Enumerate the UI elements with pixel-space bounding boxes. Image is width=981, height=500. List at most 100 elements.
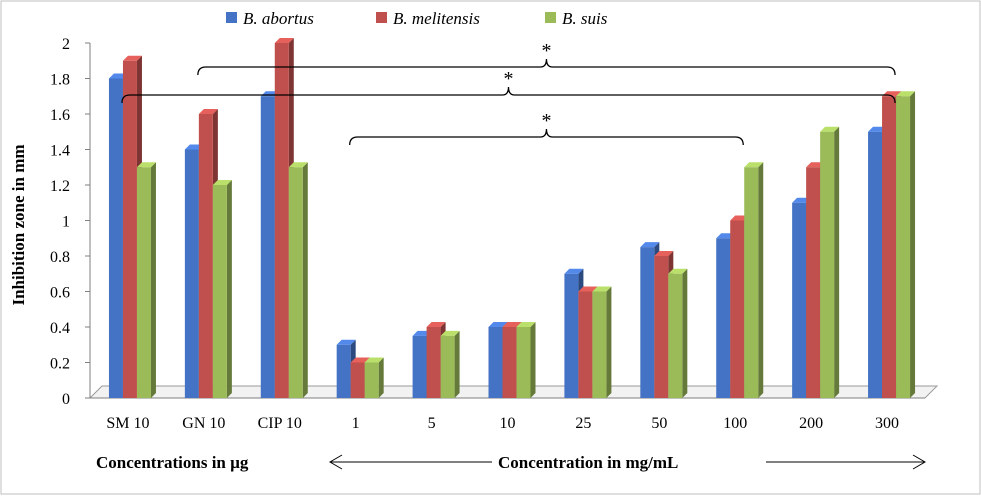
bar-side	[378, 357, 384, 398]
bar-top	[820, 126, 840, 132]
x-tick-label: CIP 10	[258, 415, 302, 432]
bar-top	[502, 322, 522, 327]
bracket-line	[197, 58, 896, 76]
bar-top	[668, 268, 688, 274]
x-tick-label: 50	[651, 415, 667, 432]
legend-label: B. melitensis	[393, 9, 480, 28]
y-tick-label: 0	[62, 391, 70, 408]
bar-front	[578, 291, 593, 398]
bar-top	[122, 55, 142, 61]
bar-top	[288, 162, 308, 168]
bar	[820, 126, 840, 398]
bar-top	[212, 180, 232, 185]
legend-swatch	[376, 12, 387, 23]
y-tick-label: 0.2	[50, 356, 70, 373]
bar-front	[350, 362, 365, 398]
bar	[364, 357, 384, 398]
bar-top	[364, 357, 384, 363]
bar-top	[488, 322, 508, 327]
bar-front	[364, 362, 379, 398]
y-tick-label: 1.6	[50, 107, 70, 124]
bar	[440, 330, 460, 398]
bars	[108, 38, 916, 398]
bar-top	[136, 162, 156, 168]
y-axis-label: Inhibition zone in mm	[9, 144, 28, 305]
bar-side	[910, 91, 916, 398]
x-tick-label: 200	[799, 415, 823, 432]
legend-label: B. abortus	[243, 9, 314, 28]
bar-front	[744, 167, 759, 398]
bar-front	[806, 167, 821, 398]
y-tick-label: 0.8	[50, 249, 70, 266]
bar-top	[592, 286, 612, 292]
x-tick-label: 25	[575, 415, 591, 432]
x-tick-label: GN 10	[182, 415, 225, 432]
bar	[136, 162, 156, 398]
bar	[516, 322, 536, 398]
y-tick-label: 2	[62, 36, 70, 53]
legend: B. abortus B. melitensis B. suis	[226, 9, 608, 28]
bar	[744, 162, 764, 398]
y-tick-label: 1	[62, 214, 70, 231]
bar-top	[654, 251, 674, 256]
bracket-line	[121, 86, 896, 104]
x-tick-label: 100	[723, 415, 747, 432]
x-tick-label: 10	[500, 415, 516, 432]
bar-front	[730, 220, 745, 398]
bar-top	[440, 330, 460, 336]
legend-item: B. abortus	[226, 9, 314, 28]
bar-side	[834, 126, 840, 398]
bar-front	[668, 273, 683, 398]
legend-swatch	[226, 12, 237, 23]
bar-front	[108, 78, 123, 398]
bar-front	[502, 327, 517, 398]
bar-front	[716, 238, 731, 398]
bar-front	[654, 256, 669, 398]
bar-top	[564, 268, 584, 274]
x-tick-label: 1	[352, 415, 360, 432]
bar-front	[564, 273, 579, 398]
group-label-right: Concentration in mg/mL	[498, 453, 678, 472]
bar-front	[122, 60, 137, 398]
bar-front	[336, 344, 351, 398]
bar-top	[274, 38, 294, 43]
significance-label: *	[541, 40, 551, 62]
bar-side	[530, 322, 536, 398]
bar-front	[440, 335, 455, 398]
y-tick-label: 1.4	[50, 143, 70, 160]
significance-bracket: *	[349, 110, 744, 146]
significance-bracket: *	[121, 68, 896, 104]
bar	[592, 286, 612, 398]
bar-front	[260, 96, 275, 398]
bar-top	[198, 109, 218, 114]
y-tick-label: 1.2	[50, 178, 70, 195]
bar-side	[226, 180, 232, 398]
legend-item: B. suis	[545, 9, 608, 28]
bar-top	[350, 357, 370, 363]
group-label-left: Concentrations in µg	[96, 453, 249, 472]
bracket-line	[349, 128, 744, 146]
y-axis-ticks: 0 0.2 0.4 0.6 0.8 1 1.2 1.4 1.6 1.8 2	[50, 36, 90, 408]
bar-top	[896, 91, 916, 97]
bar-front	[820, 131, 835, 398]
significance-bracket: *	[197, 40, 896, 76]
significance-label: *	[504, 68, 514, 90]
significance-label: *	[541, 110, 551, 132]
arrow-head-right	[912, 454, 926, 470]
bar-top	[426, 322, 446, 327]
legend-item: B. melitensis	[376, 9, 480, 28]
bar-front	[882, 96, 897, 398]
bar-front	[792, 202, 807, 398]
arrow-head-left	[329, 454, 343, 470]
bar-front	[184, 149, 199, 398]
bar-front	[198, 114, 213, 398]
x-tick-label: 300	[875, 415, 899, 432]
bar-top	[744, 162, 764, 168]
bar-front	[212, 185, 227, 398]
bar-top	[336, 339, 356, 345]
bar-front	[274, 43, 289, 398]
bar	[212, 180, 232, 398]
bar-side	[606, 286, 612, 398]
